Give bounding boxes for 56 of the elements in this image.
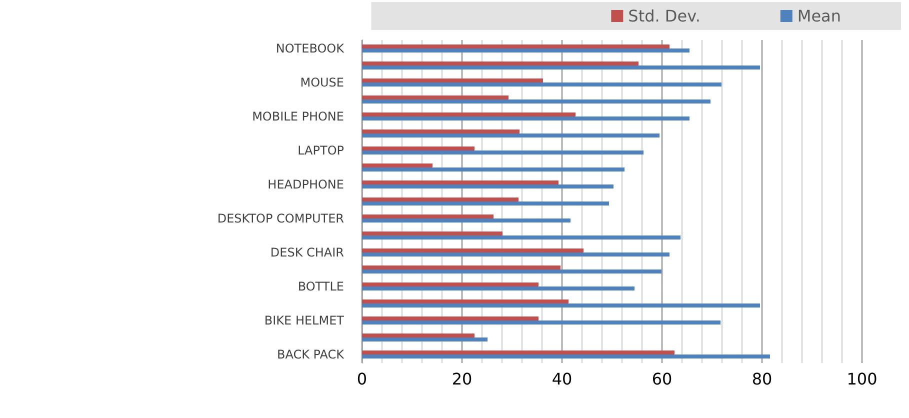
bar — [362, 232, 502, 236]
x-tick-label: 0 — [356, 370, 368, 388]
y-tick-label: NOTEBOOK — [276, 42, 346, 56]
bar — [362, 168, 624, 172]
bar — [362, 236, 680, 240]
x-tick-label: 80 — [752, 370, 772, 388]
bar — [362, 202, 609, 206]
bar — [362, 96, 508, 100]
y-tick-label: BOTTLE — [298, 280, 344, 294]
bar — [362, 62, 638, 66]
bar — [362, 66, 760, 70]
y-tick-label: BIKE HELMET — [264, 314, 345, 328]
bar — [362, 334, 474, 338]
bar — [362, 78, 543, 82]
y-tick-label: DESKTOP COMPUTER — [217, 212, 344, 226]
bar — [362, 350, 674, 354]
bar — [362, 214, 494, 218]
bar — [362, 338, 488, 342]
bar — [362, 252, 670, 256]
legend-label: Mean — [797, 6, 841, 26]
bar — [362, 300, 568, 304]
x-tick-label: 100 — [846, 370, 878, 388]
bar — [362, 184, 614, 188]
bar — [362, 248, 584, 252]
bar — [362, 304, 760, 308]
x-tick-label: 40 — [552, 370, 572, 388]
x-tick-label: 20 — [452, 370, 472, 388]
bar — [362, 286, 634, 290]
bar — [362, 82, 722, 86]
y-tick-label: BACK PACK — [276, 348, 346, 362]
legend-label: Std. Dev. — [628, 6, 700, 26]
bar — [362, 44, 670, 48]
y-tick-label: DESK CHAIR — [270, 246, 344, 260]
bar — [362, 130, 520, 134]
bar — [362, 164, 432, 168]
y-tick-label: MOBILE PHONE — [252, 110, 344, 124]
bar — [362, 150, 644, 154]
bar — [362, 218, 570, 222]
bar — [362, 320, 720, 324]
bar — [362, 146, 474, 150]
y-tick-label: LAPTOP — [298, 144, 344, 158]
y-tick-label: MOUSE — [300, 76, 344, 90]
bar — [362, 316, 538, 320]
bar — [362, 282, 538, 286]
bar — [362, 266, 560, 270]
bar — [362, 270, 662, 274]
x-tick-label: 60 — [652, 370, 672, 388]
bar — [362, 354, 770, 358]
bar — [362, 116, 690, 120]
bar — [362, 198, 518, 202]
y-tick-label: HEADPHONE — [268, 178, 344, 192]
bar — [362, 112, 576, 116]
bar — [362, 180, 558, 184]
bar — [362, 134, 660, 138]
bar — [362, 100, 710, 104]
bar — [362, 48, 690, 52]
